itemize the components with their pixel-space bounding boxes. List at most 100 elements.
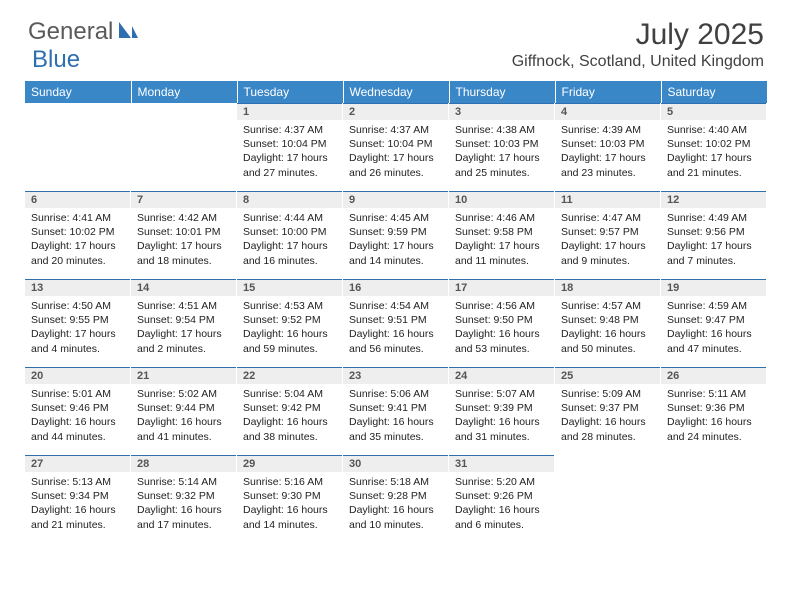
calendar-row: 13Sunrise: 4:50 AMSunset: 9:55 PMDayligh… (25, 279, 767, 367)
calendar-row: 20Sunrise: 5:01 AMSunset: 9:46 PMDayligh… (25, 367, 767, 455)
day-details: Sunrise: 4:45 AMSunset: 9:59 PMDaylight:… (343, 208, 449, 268)
calendar-cell: 7Sunrise: 4:42 AMSunset: 10:01 PMDayligh… (131, 191, 237, 279)
day-details: Sunrise: 4:40 AMSunset: 10:02 PMDaylight… (661, 120, 767, 180)
calendar-cell: 6Sunrise: 4:41 AMSunset: 10:02 PMDayligh… (25, 191, 131, 279)
day-details: Sunrise: 4:46 AMSunset: 9:58 PMDaylight:… (449, 208, 555, 268)
day-number: 14 (131, 279, 236, 296)
calendar-cell: 28Sunrise: 5:14 AMSunset: 9:32 PMDayligh… (131, 455, 237, 543)
calendar-cell: 2Sunrise: 4:37 AMSunset: 10:04 PMDayligh… (343, 103, 449, 191)
day-number: 11 (555, 191, 660, 208)
day-details: Sunrise: 4:57 AMSunset: 9:48 PMDaylight:… (555, 296, 661, 356)
calendar-cell: 8Sunrise: 4:44 AMSunset: 10:00 PMDayligh… (237, 191, 343, 279)
day-details: Sunrise: 5:14 AMSunset: 9:32 PMDaylight:… (131, 472, 237, 532)
day-number: 5 (661, 103, 766, 120)
day-details: Sunrise: 5:09 AMSunset: 9:37 PMDaylight:… (555, 384, 661, 444)
day-header: Friday (555, 81, 661, 103)
day-details: Sunrise: 5:06 AMSunset: 9:41 PMDaylight:… (343, 384, 449, 444)
logo-blue-row: Blue (32, 46, 80, 74)
calendar-cell: 29Sunrise: 5:16 AMSunset: 9:30 PMDayligh… (237, 455, 343, 543)
calendar-row: 6Sunrise: 4:41 AMSunset: 10:02 PMDayligh… (25, 191, 767, 279)
logo-sail-icon (117, 20, 139, 45)
calendar-cell: 11Sunrise: 4:47 AMSunset: 9:57 PMDayligh… (555, 191, 661, 279)
day-number: 2 (343, 103, 448, 120)
calendar-cell: 15Sunrise: 4:53 AMSunset: 9:52 PMDayligh… (237, 279, 343, 367)
day-number: 3 (449, 103, 554, 120)
day-details: Sunrise: 5:18 AMSunset: 9:28 PMDaylight:… (343, 472, 449, 532)
day-details: Sunrise: 4:42 AMSunset: 10:01 PMDaylight… (131, 208, 237, 268)
calendar-cell: 30Sunrise: 5:18 AMSunset: 9:28 PMDayligh… (343, 455, 449, 543)
day-number: 27 (25, 455, 130, 472)
calendar-cell: 26Sunrise: 5:11 AMSunset: 9:36 PMDayligh… (661, 367, 767, 455)
day-number: 20 (25, 367, 130, 384)
day-header: Sunday (25, 81, 131, 103)
calendar-cell (555, 455, 661, 543)
logo-text-blue: Blue (32, 46, 80, 73)
day-details: Sunrise: 5:07 AMSunset: 9:39 PMDaylight:… (449, 384, 555, 444)
calendar-cell: 27Sunrise: 5:13 AMSunset: 9:34 PMDayligh… (25, 455, 131, 543)
header: General July 2025 Giffnock, Scotland, Un… (0, 0, 792, 75)
day-number: 9 (343, 191, 448, 208)
calendar-body: 1Sunrise: 4:37 AMSunset: 10:04 PMDayligh… (25, 103, 767, 543)
month-title: July 2025 (512, 18, 764, 51)
day-number: 29 (237, 455, 342, 472)
day-number: 6 (25, 191, 130, 208)
calendar-cell: 5Sunrise: 4:40 AMSunset: 10:02 PMDayligh… (661, 103, 767, 191)
day-details: Sunrise: 4:37 AMSunset: 10:04 PMDaylight… (343, 120, 449, 180)
day-number: 16 (343, 279, 448, 296)
calendar-cell (131, 103, 237, 191)
day-number: 12 (661, 191, 766, 208)
day-details: Sunrise: 4:53 AMSunset: 9:52 PMDaylight:… (237, 296, 343, 356)
day-details: Sunrise: 5:16 AMSunset: 9:30 PMDaylight:… (237, 472, 343, 532)
calendar-table: SundayMondayTuesdayWednesdayThursdayFrid… (25, 81, 767, 543)
day-details: Sunrise: 4:49 AMSunset: 9:56 PMDaylight:… (661, 208, 767, 268)
day-details: Sunrise: 4:39 AMSunset: 10:03 PMDaylight… (555, 120, 661, 180)
calendar-cell: 19Sunrise: 4:59 AMSunset: 9:47 PMDayligh… (661, 279, 767, 367)
calendar-cell: 24Sunrise: 5:07 AMSunset: 9:39 PMDayligh… (449, 367, 555, 455)
calendar-cell: 1Sunrise: 4:37 AMSunset: 10:04 PMDayligh… (237, 103, 343, 191)
day-number: 4 (555, 103, 660, 120)
day-number: 23 (343, 367, 448, 384)
calendar-cell: 21Sunrise: 5:02 AMSunset: 9:44 PMDayligh… (131, 367, 237, 455)
calendar-row: 1Sunrise: 4:37 AMSunset: 10:04 PMDayligh… (25, 103, 767, 191)
calendar-cell: 31Sunrise: 5:20 AMSunset: 9:26 PMDayligh… (449, 455, 555, 543)
day-details: Sunrise: 4:41 AMSunset: 10:02 PMDaylight… (25, 208, 131, 268)
day-number: 26 (661, 367, 766, 384)
day-number: 19 (661, 279, 766, 296)
day-number: 13 (25, 279, 130, 296)
day-number: 10 (449, 191, 554, 208)
calendar-cell: 23Sunrise: 5:06 AMSunset: 9:41 PMDayligh… (343, 367, 449, 455)
day-number: 30 (343, 455, 448, 472)
calendar-cell: 20Sunrise: 5:01 AMSunset: 9:46 PMDayligh… (25, 367, 131, 455)
calendar-cell: 14Sunrise: 4:51 AMSunset: 9:54 PMDayligh… (131, 279, 237, 367)
calendar-cell: 9Sunrise: 4:45 AMSunset: 9:59 PMDaylight… (343, 191, 449, 279)
day-header: Wednesday (343, 81, 449, 103)
calendar-cell: 13Sunrise: 4:50 AMSunset: 9:55 PMDayligh… (25, 279, 131, 367)
calendar-cell: 16Sunrise: 4:54 AMSunset: 9:51 PMDayligh… (343, 279, 449, 367)
day-number: 28 (131, 455, 236, 472)
calendar-cell (661, 455, 767, 543)
calendar-cell: 4Sunrise: 4:39 AMSunset: 10:03 PMDayligh… (555, 103, 661, 191)
day-number: 8 (237, 191, 342, 208)
day-header: Monday (131, 81, 237, 103)
day-number: 25 (555, 367, 660, 384)
calendar-cell: 10Sunrise: 4:46 AMSunset: 9:58 PMDayligh… (449, 191, 555, 279)
day-header: Thursday (449, 81, 555, 103)
location-text: Giffnock, Scotland, United Kingdom (512, 53, 764, 71)
day-details: Sunrise: 4:54 AMSunset: 9:51 PMDaylight:… (343, 296, 449, 356)
day-number: 15 (237, 279, 342, 296)
day-number: 22 (237, 367, 342, 384)
day-number: 7 (131, 191, 236, 208)
day-of-week-header-row: SundayMondayTuesdayWednesdayThursdayFrid… (25, 81, 767, 103)
calendar-row: 27Sunrise: 5:13 AMSunset: 9:34 PMDayligh… (25, 455, 767, 543)
day-details: Sunrise: 4:56 AMSunset: 9:50 PMDaylight:… (449, 296, 555, 356)
day-number: 1 (237, 103, 342, 120)
day-details: Sunrise: 5:02 AMSunset: 9:44 PMDaylight:… (131, 384, 237, 444)
calendar-cell: 25Sunrise: 5:09 AMSunset: 9:37 PMDayligh… (555, 367, 661, 455)
day-details: Sunrise: 4:59 AMSunset: 9:47 PMDaylight:… (661, 296, 767, 356)
day-header: Saturday (661, 81, 767, 103)
day-number: 31 (449, 455, 554, 472)
day-details: Sunrise: 4:47 AMSunset: 9:57 PMDaylight:… (555, 208, 661, 268)
day-number: 18 (555, 279, 660, 296)
day-details: Sunrise: 5:11 AMSunset: 9:36 PMDaylight:… (661, 384, 767, 444)
calendar-cell (25, 103, 131, 191)
